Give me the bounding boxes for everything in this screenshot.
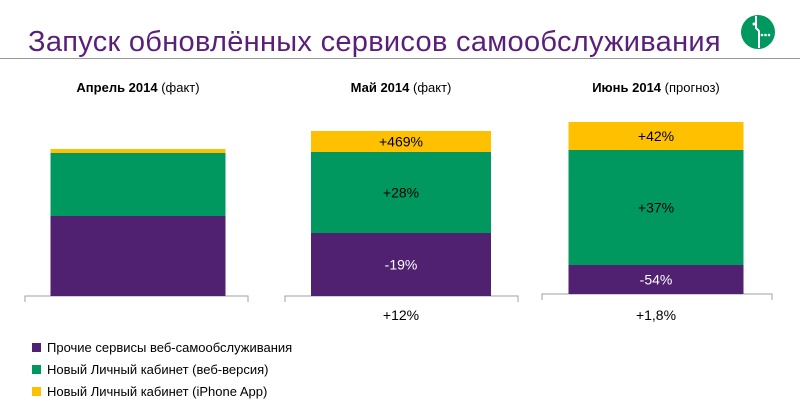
axis-line — [284, 295, 519, 302]
period-name: Июнь 2014 — [592, 80, 662, 95]
bar-segment — [568, 150, 744, 265]
period-name: Май 2014 — [350, 80, 410, 95]
legend-item-iphone: Новый Личный кабинет (iPhone App) — [32, 380, 292, 402]
bar-segment — [311, 152, 491, 233]
period-header: Апрель 2014 (факт) — [18, 80, 258, 95]
bar-segment — [568, 265, 744, 294]
title-divider — [0, 58, 800, 59]
legend-item-web: Новый Личный кабинет (веб-версия) — [32, 358, 292, 380]
data-label: +37% — [638, 200, 674, 216]
page-title: Запуск обновлённых сервисов самообслужив… — [28, 26, 721, 58]
total-label: +1,8% — [636, 307, 676, 323]
period-header: Май 2014 (факт) — [281, 80, 521, 95]
legend-swatch — [32, 364, 41, 374]
bar-segment — [311, 233, 491, 296]
data-label: +28% — [383, 185, 419, 201]
period-note: (факт) — [409, 80, 452, 95]
axis-line — [541, 293, 773, 300]
megafon-logo-icon — [741, 15, 775, 49]
period-header: Июнь 2014 (прогноз) — [536, 80, 776, 95]
legend-swatch — [32, 342, 41, 352]
total-label: +12% — [383, 307, 419, 323]
bar-segment — [50, 149, 226, 153]
axis-line — [24, 295, 249, 302]
legend-item-other: Прочие сервисы веб-самообслуживания — [32, 336, 292, 358]
period-note: (факт) — [157, 80, 200, 95]
data-label: +42% — [638, 128, 674, 144]
period-note: (прогноз) — [661, 80, 720, 95]
data-label: -54% — [640, 272, 673, 288]
bar-segment — [568, 122, 744, 150]
data-label: +469% — [379, 134, 423, 150]
bar-segment — [50, 216, 226, 296]
bar-segment — [311, 131, 491, 152]
legend-label: Новый Личный кабинет (iPhone App) — [47, 383, 268, 399]
legend-swatch — [32, 386, 41, 396]
legend-label: Прочие сервисы веб-самообслуживания — [47, 339, 293, 355]
data-label: -19% — [385, 257, 418, 273]
legend: Прочие сервисы веб-самообслуживания Новы… — [32, 336, 292, 402]
period-name: Апрель 2014 — [76, 80, 158, 95]
legend-label: Новый Личный кабинет (веб-версия) — [47, 361, 269, 377]
bar-segment — [50, 153, 226, 216]
